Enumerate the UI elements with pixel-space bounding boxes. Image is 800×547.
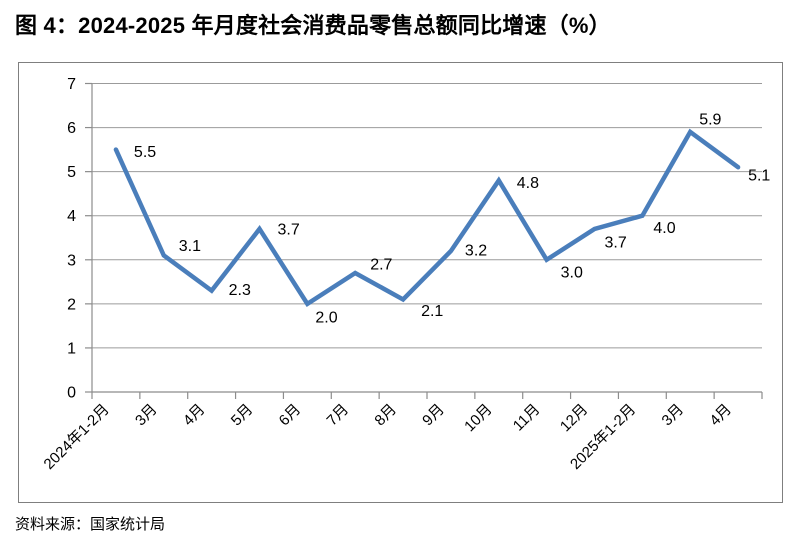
x-axis-label: 3月 [659,401,688,430]
x-axis-label: 7月 [324,401,353,430]
chart-area: 0 1 2 3 4 5 6 7 2024年1-2月 3月 4月 5月 6月 7月 8月 9月 10月 11月 12月… [18,62,783,503]
data-label: 3.0 [561,264,583,281]
data-label: 2.1 [421,303,443,320]
data-label: 2.3 [229,282,251,299]
y-axis-label: 1 [67,340,76,357]
x-axis-label: 4月 [180,401,209,430]
data-label: 5.9 [699,111,721,128]
data-label: 3.7 [278,221,300,238]
x-axis-label: 12月 [557,401,591,435]
x-axis-label: 3月 [132,401,161,430]
data-label: 3.7 [605,234,627,251]
x-axis-label: 8月 [371,401,400,430]
data-label: 4.0 [653,220,675,237]
x-axis-label: 2024年1-2月 [41,401,113,473]
chart-svg: 0 1 2 3 4 5 6 7 2024年1-2月 3月 4月 5月 6月 7月 8月 9月 10月 11月 12月… [41,76,771,473]
data-label: 2.0 [315,309,337,326]
y-axis-label: 6 [67,120,76,137]
x-axis-label: 11月 [510,401,544,435]
y-axis-label: 0 [67,385,76,402]
x-axis-label: 9月 [419,401,448,430]
data-label: 3.1 [179,238,201,255]
data-label: 5.5 [134,144,156,161]
x-axis-label: 6月 [276,401,305,430]
data-label: 4.8 [517,175,539,192]
data-label: 3.2 [465,242,487,259]
source-note: 资料来源：国家统计局 [15,516,166,533]
chart-title: 图 4：2024-2025 年月度社会消费品零售总额同比增速（%） [15,13,611,38]
series-line [113,128,741,307]
x-axis-label: 10月 [461,401,495,435]
y-axis-label: 2 [67,296,76,313]
y-axis-label: 4 [67,208,76,225]
y-axis-label: 3 [67,252,76,269]
y-axis-label: 7 [67,76,76,93]
y-axis-label: 5 [67,164,76,181]
x-axis-label: 5月 [228,401,257,430]
data-label: 5.1 [748,168,770,185]
data-label: 2.7 [370,257,392,274]
x-axis-label: 4月 [706,401,735,430]
